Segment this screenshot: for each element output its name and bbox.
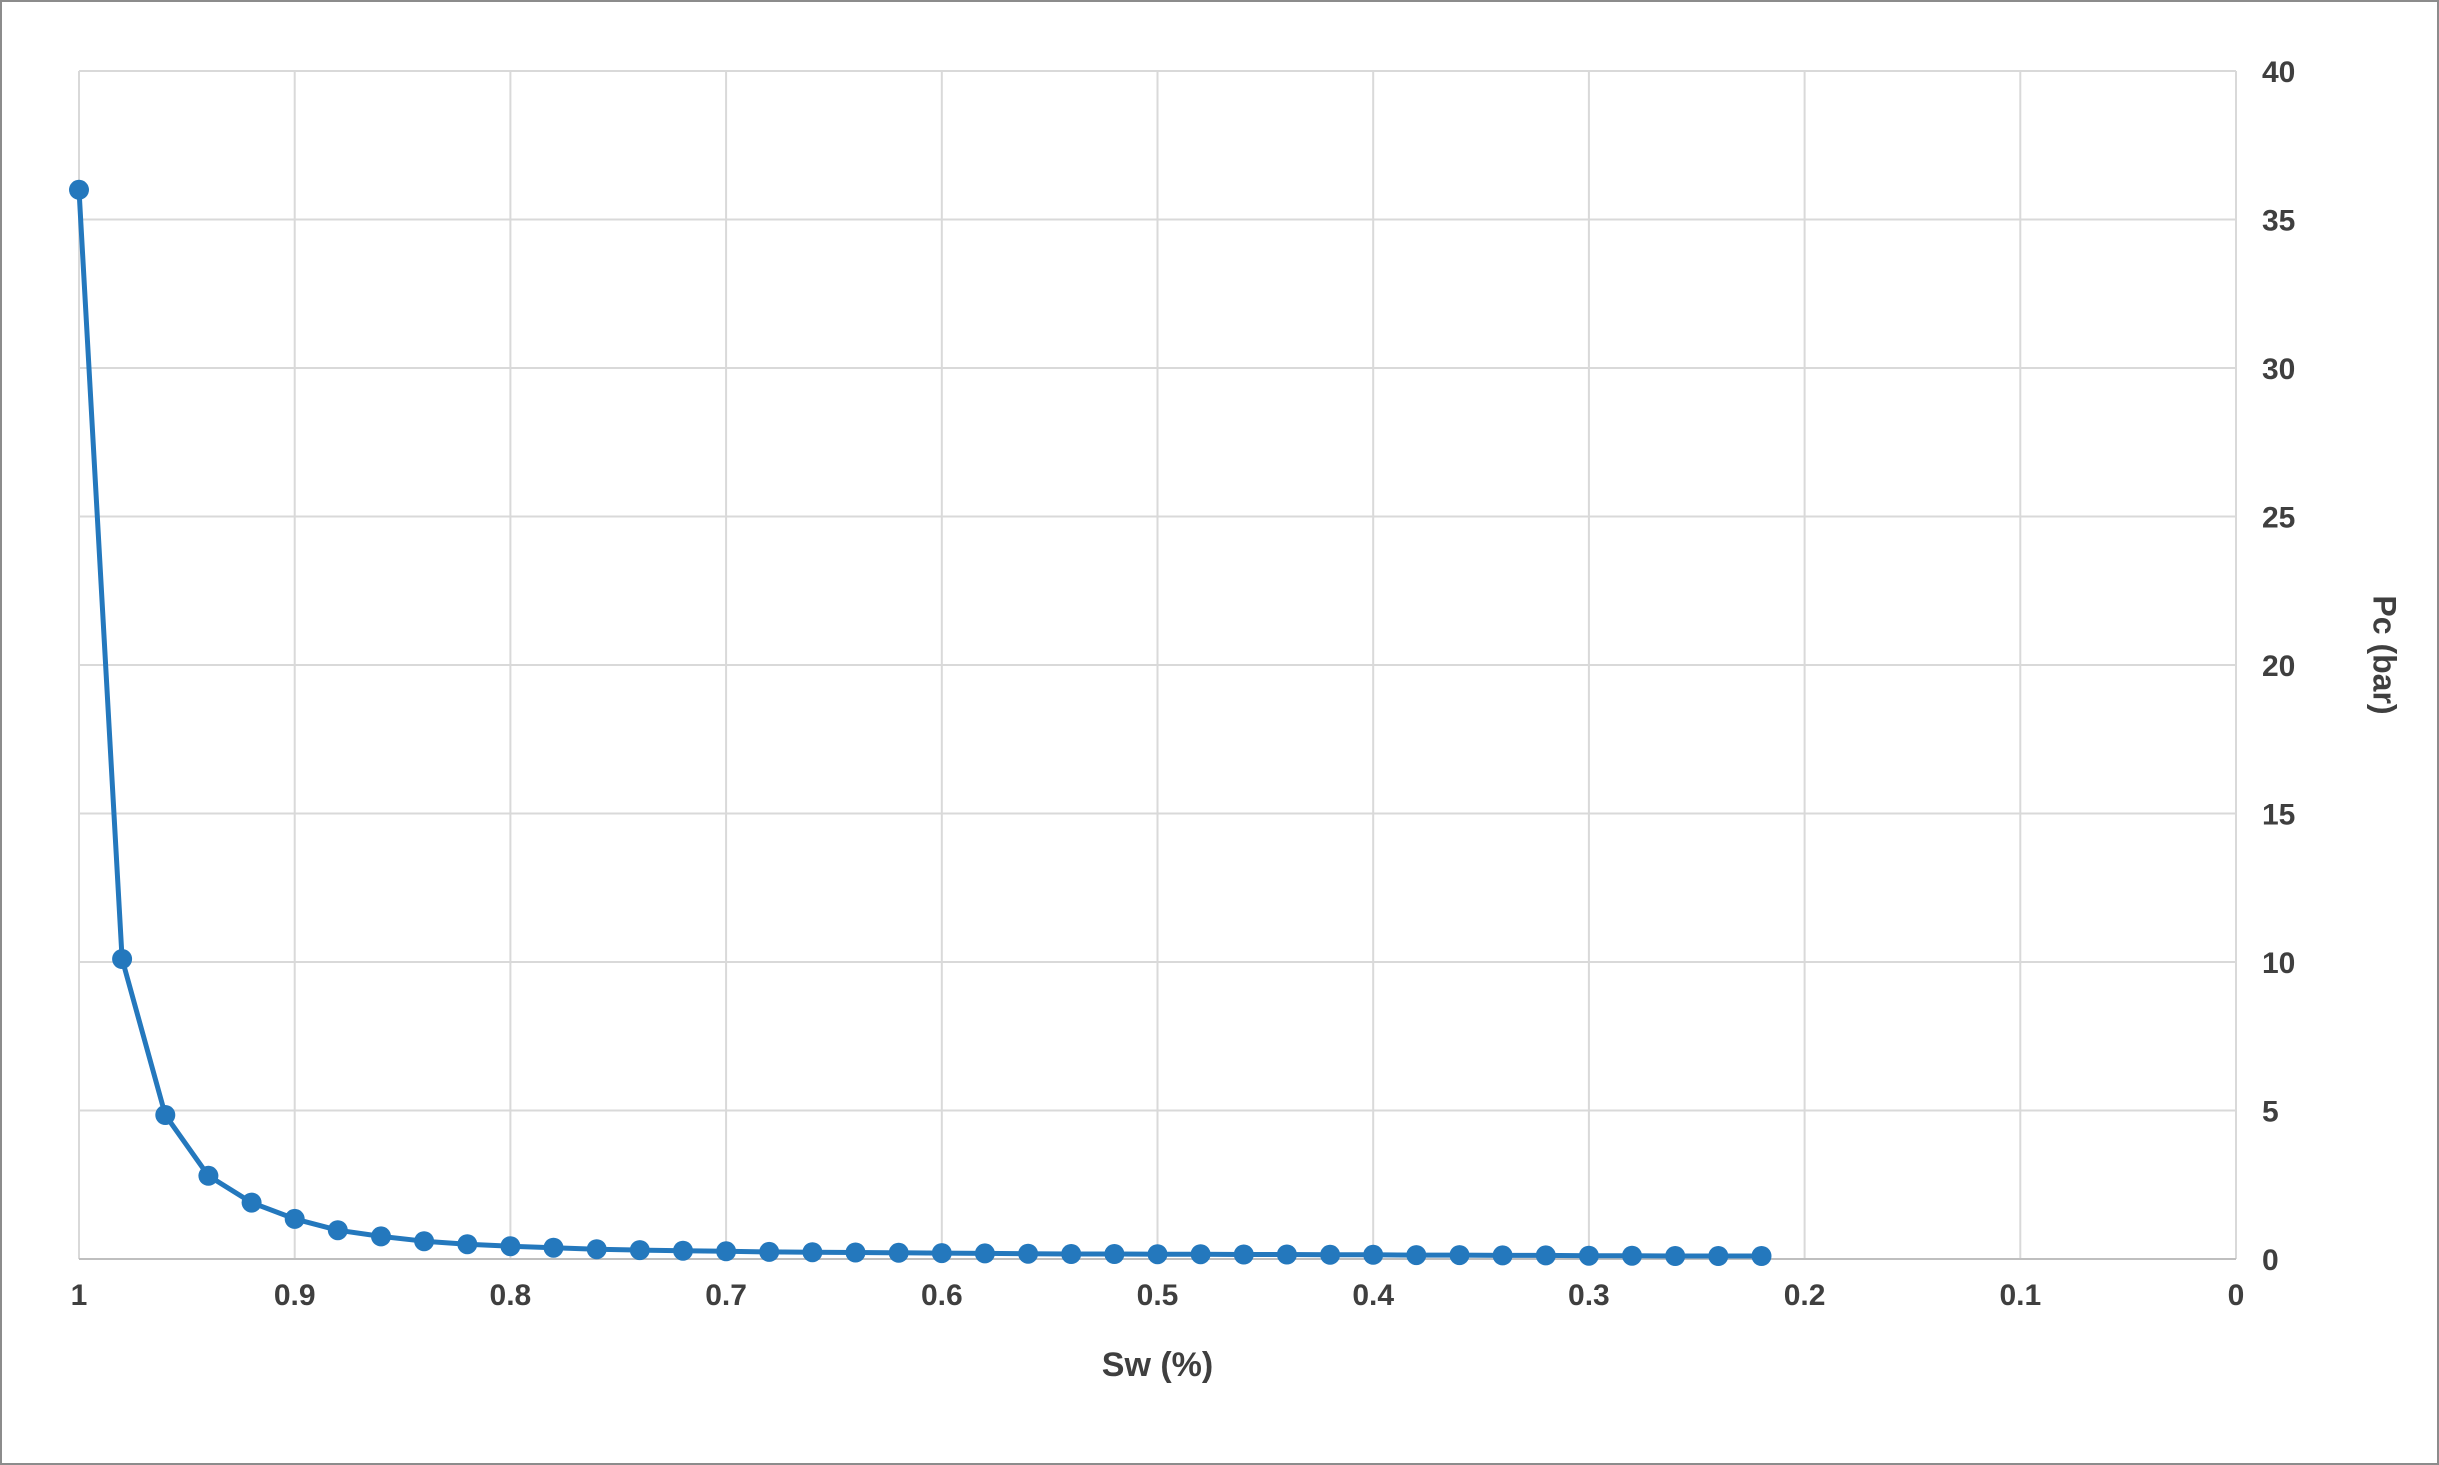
data-point-marker: [1061, 1244, 1082, 1264]
data-point-marker: [1708, 1246, 1729, 1266]
data-point-marker: [1665, 1246, 1686, 1266]
data-point-marker: [759, 1241, 780, 1262]
data-point-marker: [457, 1234, 478, 1255]
data-point-marker: [716, 1241, 737, 1262]
data-point-marker: [1104, 1244, 1125, 1264]
data-point-marker: [1147, 1244, 1168, 1265]
data-point-marker: [1406, 1245, 1427, 1266]
y-tick-label: 10: [2262, 947, 2295, 980]
data-point-marker: [1492, 1245, 1513, 1266]
y-tick-label: 20: [2262, 650, 2295, 683]
x-tick-label: 0.3: [1568, 1279, 1610, 1312]
data-point-marker: [673, 1240, 693, 1261]
data-point-marker: [500, 1236, 521, 1257]
y-tick-label: 25: [2262, 502, 2295, 535]
data-point-marker: [327, 1220, 348, 1241]
x-tick-label: 0.9: [274, 1279, 316, 1312]
x-tick-label: 0.4: [1352, 1279, 1394, 1312]
data-point-marker: [1276, 1244, 1297, 1265]
data-point-marker: [586, 1239, 607, 1260]
data-point-marker: [198, 1165, 219, 1186]
data-point-marker: [1190, 1244, 1211, 1265]
data-point-marker: [69, 179, 89, 200]
x-tick-label: 0.1: [1999, 1279, 2041, 1312]
data-point-marker: [888, 1242, 909, 1263]
y-tick-label: 30: [2262, 353, 2295, 386]
x-tick-label: 0.7: [705, 1279, 747, 1312]
data-point-marker: [974, 1243, 995, 1264]
data-point-marker: [1751, 1246, 1772, 1266]
x-tick-label: 1: [71, 1279, 88, 1312]
x-tick-label: 0: [2228, 1279, 2245, 1312]
data-point-marker: [284, 1208, 305, 1229]
data-point-marker: [1233, 1244, 1254, 1265]
x-axis-title: Sw (%): [1101, 1346, 1214, 1384]
data-point-marker: [543, 1237, 564, 1258]
data-point-marker: [155, 1105, 176, 1125]
data-point-marker: [241, 1192, 262, 1213]
data-point-marker: [371, 1226, 391, 1247]
y-tick-label: 15: [2262, 799, 2295, 832]
data-point-marker: [1622, 1245, 1642, 1266]
data-point-marker: [112, 949, 133, 969]
x-tick-label: 0.8: [490, 1279, 532, 1312]
series-line: [76, 187, 1764, 1259]
x-tick-label: 0.2: [1784, 1279, 1826, 1312]
y-axis-title: Pc (bar): [2366, 595, 2403, 715]
data-point-marker: [629, 1240, 650, 1261]
y-tick-label: 40: [2262, 56, 2295, 89]
y-tick-label: 35: [2262, 205, 2295, 238]
data-point-marker: [414, 1231, 435, 1252]
data-point-marker: [1018, 1243, 1039, 1264]
x-tick-label: 0.5: [1137, 1279, 1179, 1312]
y-tick-label: 5: [2262, 1096, 2279, 1129]
data-point-marker: [802, 1242, 823, 1263]
data-point-marker: [1578, 1245, 1599, 1266]
y-tick-label: 0: [2262, 1244, 2279, 1277]
data-point-marker: [1363, 1244, 1384, 1265]
data-point-marker: [1535, 1245, 1556, 1266]
data-point-marker: [1449, 1245, 1470, 1266]
data-point-marker: [1320, 1244, 1341, 1265]
x-tick-label: 0.6: [921, 1279, 963, 1312]
data-point-marker: [931, 1243, 952, 1264]
data-point-marker: [845, 1242, 866, 1263]
